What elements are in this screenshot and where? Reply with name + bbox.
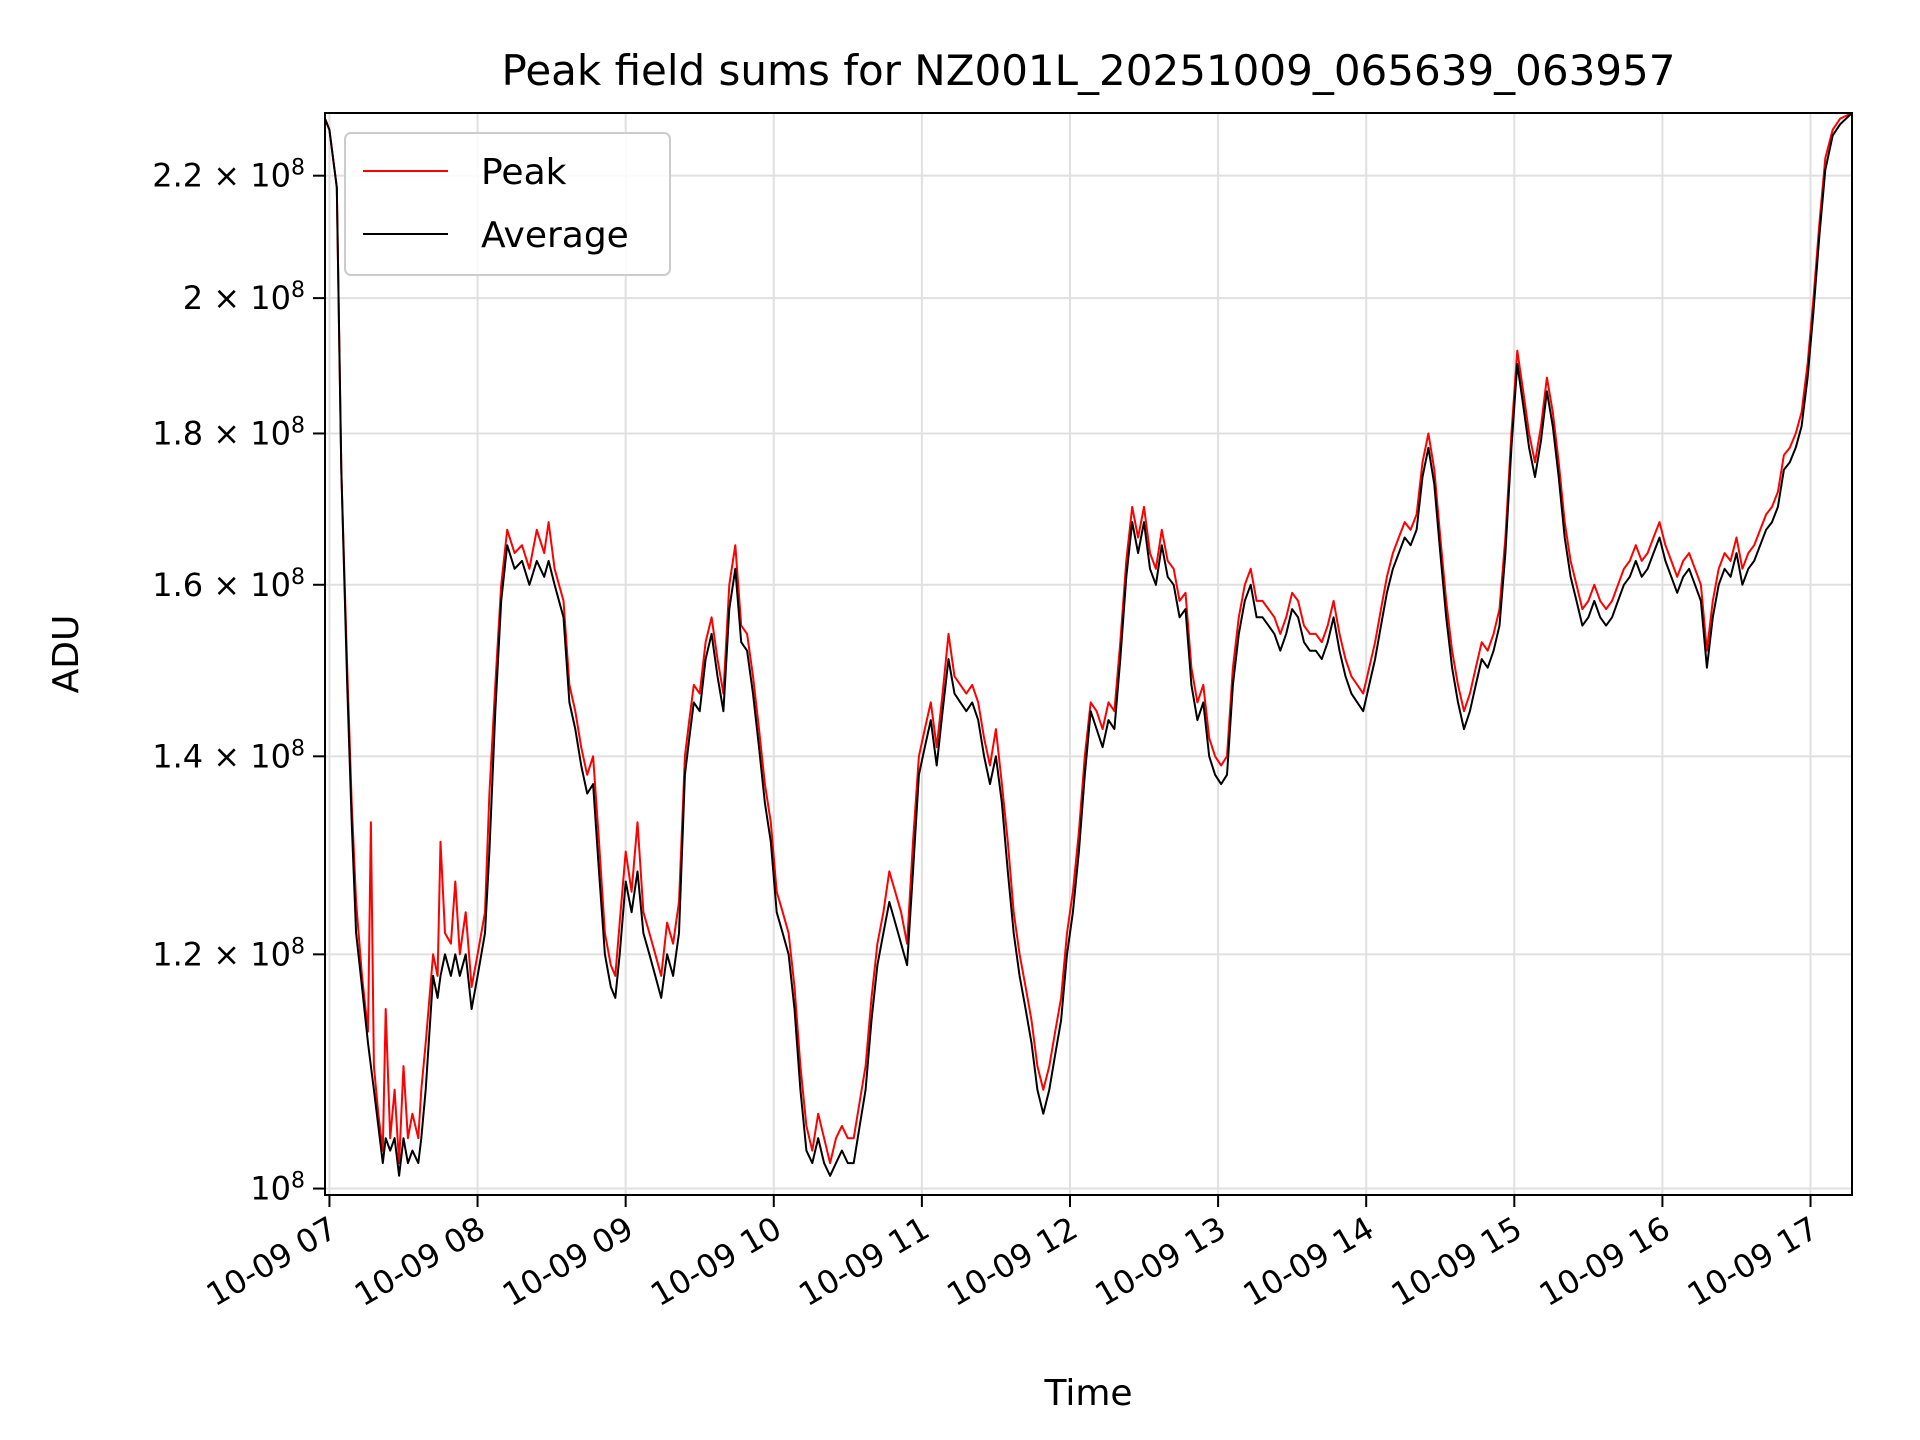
legend-average-label: Average: [481, 215, 629, 256]
y-axis: 108 1.2 × 108 1.4 × 108 1.6 × 108 1.8 × 108 2…: [152, 155, 325, 1208]
y-tick-label-3: 1.6 × 108: [152, 564, 305, 604]
y-tick-label-5: 2 × 108: [183, 278, 305, 318]
grid: [325, 113, 1852, 1195]
legend-peak-label: Peak: [481, 152, 567, 193]
series-line-average: [324, 112, 1853, 1177]
y-tick-label-4: 1.8 × 108: [152, 413, 305, 453]
y-tick-label-1: 1.2 × 108: [152, 934, 305, 974]
chart-title: Peak field sums for NZ001L_20251009_0656…: [502, 46, 1676, 95]
series-layer: [324, 112, 1853, 1177]
x-axis-label: Time: [1043, 1373, 1132, 1414]
y-axis-label: ADU: [46, 615, 87, 694]
series-line-peak: [324, 112, 1853, 1165]
y-tick-label-0: 108: [250, 1168, 305, 1208]
plot-frame: [324, 112, 1853, 1196]
legend-box: [344, 132, 671, 276]
y-tick-label-6: 2.2 × 108: [152, 155, 305, 195]
legend: Peak Average: [344, 132, 671, 276]
y-tick-label-2: 1.4 × 108: [152, 736, 305, 776]
